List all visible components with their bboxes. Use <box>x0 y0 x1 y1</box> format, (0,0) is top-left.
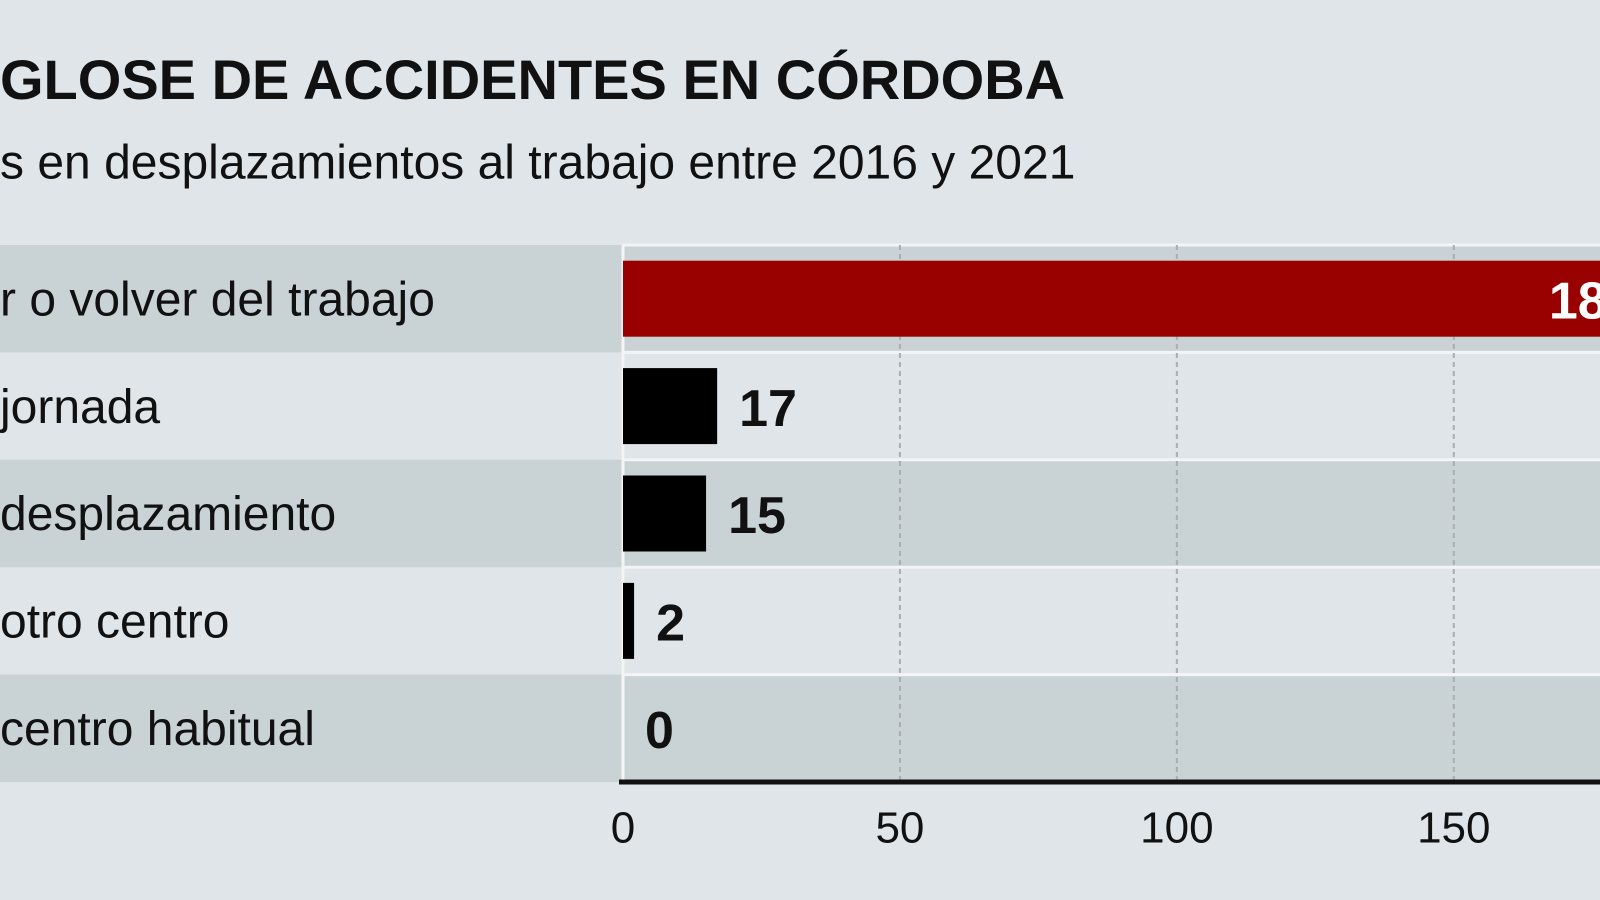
value-label: 0 <box>645 702 674 760</box>
chart-title: GLOSE DE ACCIDENTES EN CÓRDOBA <box>0 48 1065 111</box>
bar <box>623 475 707 552</box>
category-label: centro habitual <box>0 703 315 756</box>
value-label: 2 <box>656 595 685 653</box>
value-label: 17 <box>739 380 797 438</box>
category-label: desplazamiento <box>0 488 336 541</box>
value-label: 15 <box>728 487 786 545</box>
category-label: r o volver del trabajo <box>0 273 435 326</box>
value-label: 185 <box>1549 272 1600 330</box>
bar <box>623 368 718 445</box>
chart-subtitle: s en desplazamientos al trabajo entre 20… <box>0 137 1075 190</box>
category-label: jornada <box>0 381 160 434</box>
row-band <box>0 459 1600 568</box>
bar <box>623 582 635 659</box>
category-label: otro centro <box>0 596 229 649</box>
x-tick-label: 50 <box>875 804 924 853</box>
x-tick-label: 100 <box>1140 804 1213 853</box>
row-band <box>0 674 1600 782</box>
bar <box>623 260 1600 337</box>
x-tick-label: 150 <box>1417 804 1490 853</box>
x-tick-label: 0 <box>611 804 635 853</box>
